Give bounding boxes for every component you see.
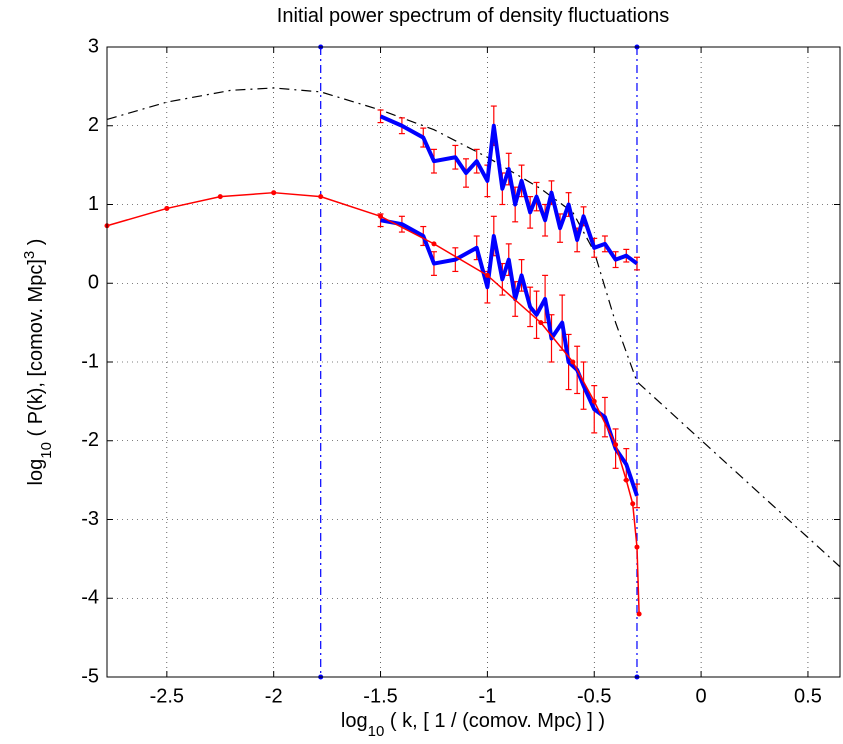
plot-frame [106, 46, 841, 678]
point [636, 611, 642, 617]
axis-label-part: log [25, 459, 47, 486]
chart-title: Initial power spectrum of density fluctu… [277, 5, 669, 27]
point [623, 477, 629, 483]
x-tick-label: 0 [696, 685, 707, 707]
y-tick-label: 2 [88, 114, 99, 136]
point [591, 398, 597, 404]
y-tick-label: 0 [88, 272, 99, 294]
point [630, 501, 636, 507]
point [538, 320, 544, 326]
x-axis-label: log10 ( k, [ 1 / (comov. Mpc) ] ) [341, 710, 605, 740]
x-tick-label: -2 [265, 685, 283, 707]
point [570, 359, 576, 365]
x-tick-label: -0.5 [577, 685, 611, 707]
y-tick-label: -3 [81, 508, 99, 530]
point [431, 241, 437, 247]
point [634, 544, 640, 550]
axis-label-part: 3 [21, 251, 38, 259]
series-line [106, 87, 841, 568]
y-tick-label: -2 [81, 429, 99, 451]
axis-label-part: ) [25, 239, 47, 251]
point [217, 194, 223, 200]
x-tick-label: -1 [478, 685, 496, 707]
axis-label-part: 10 [368, 723, 385, 740]
x-tick-label: -1.5 [363, 685, 397, 707]
y-tick-label: -1 [81, 350, 99, 372]
x-tick-label: -2.5 [150, 685, 184, 707]
series-line [380, 218, 639, 497]
y-tick-label: 1 [88, 193, 99, 215]
y-axis-label: log10 ( P(k), [comov. Mpc]3 ) [21, 239, 55, 486]
point [164, 205, 170, 211]
axis-label-part: log [341, 710, 368, 732]
y-tick-label: -5 [81, 665, 99, 687]
point [484, 272, 490, 278]
plot-area [107, 47, 840, 677]
x-tick-label: 0.5 [794, 685, 822, 707]
point [318, 194, 324, 200]
point [613, 442, 619, 448]
axis-label-part: ( k, [ 1 / (comov. Mpc) ] ) [384, 710, 605, 732]
series-line [106, 191, 640, 615]
point [378, 213, 384, 219]
series-line [379, 114, 639, 266]
axis-label-part: 10 [38, 442, 55, 459]
y-tick-label: -4 [81, 587, 99, 609]
point [271, 190, 277, 196]
axis-label-part: ( P(k), [comov. Mpc] [25, 259, 47, 442]
y-tick-label: 3 [88, 35, 99, 57]
